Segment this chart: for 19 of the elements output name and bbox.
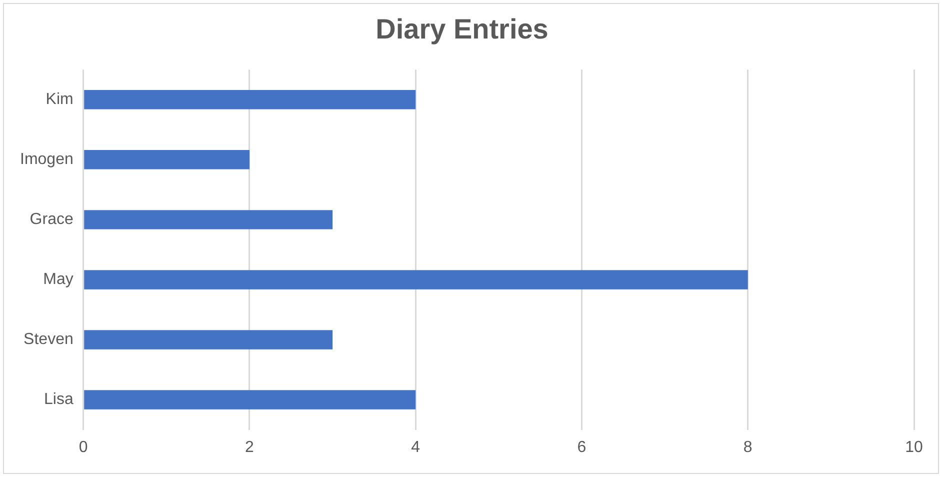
x-tick-label: 8	[743, 438, 752, 456]
y-tick-label: Lisa	[44, 391, 74, 408]
bar	[84, 150, 250, 170]
bar	[84, 270, 748, 290]
y-tick-label: Kim	[46, 91, 74, 108]
x-tick-label: 2	[245, 438, 254, 456]
x-tick-label: 0	[78, 438, 88, 456]
chart-title: Diary Entries	[376, 14, 548, 45]
x-tick-label: 10	[905, 438, 923, 456]
x-tick-label: 6	[577, 438, 586, 456]
bar	[84, 210, 333, 230]
y-tick-label: Steven	[24, 331, 74, 348]
bar	[84, 390, 416, 410]
y-tick-label: Imogen	[20, 151, 74, 168]
bar	[84, 330, 333, 350]
bar	[84, 90, 416, 110]
y-tick-label: Grace	[30, 211, 74, 228]
y-tick-label: May	[43, 271, 74, 288]
x-tick-label: 4	[411, 438, 420, 456]
